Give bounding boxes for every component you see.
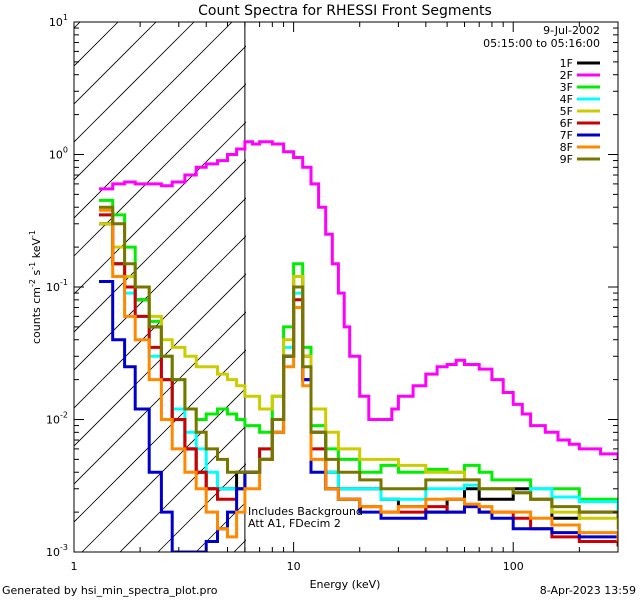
date-label: 9-Jul-2002 <box>543 24 600 37</box>
hatch-line <box>74 311 246 485</box>
hatch-line <box>81 387 246 552</box>
hatch-line <box>74 22 233 181</box>
y-axis-label-exp2: -1 <box>28 262 37 270</box>
series-group <box>99 140 618 552</box>
legend-label-8F: 8F <box>560 141 573 154</box>
y-tick-label: 101 <box>49 13 68 29</box>
time-range-label: 05:15:00 to 05:16:00 <box>483 37 600 50</box>
hatch-line <box>74 235 246 409</box>
x-tick-labels: 1 10 100 <box>71 560 524 573</box>
legend-label-4F: 4F <box>560 93 573 106</box>
x-tick-label: 100 <box>503 560 524 573</box>
hatch-line <box>74 22 195 143</box>
y-tick-label-exp: 0 <box>63 146 68 155</box>
x-tick-label: 10 <box>287 560 301 573</box>
legend-label-9F: 9F <box>560 153 573 166</box>
annotation-attenuator: Att A1, FDecim 2 <box>248 517 341 530</box>
y-tick-label-exp: -3 <box>60 543 68 552</box>
x-axis-label: Energy (keV) <box>310 578 381 591</box>
series-line-2F <box>99 140 618 460</box>
hatch-line <box>74 45 246 219</box>
y-tick-label-base: 10 <box>49 149 63 162</box>
hatch-line <box>386 0 640 552</box>
y-axis-label-exp1: -2 <box>28 279 37 287</box>
legend-label-2F: 2F <box>560 69 573 82</box>
axis-ticks <box>73 21 619 553</box>
hatch-line <box>74 22 81 29</box>
y-axis-label-mid: s <box>30 269 43 278</box>
y-tick-label: 10-2 <box>46 411 68 427</box>
legend-label-1F: 1F <box>560 57 573 70</box>
y-tick-label-exp: -1 <box>60 278 68 287</box>
legend-label-3F: 3F <box>560 81 573 94</box>
y-tick-label-base: 10 <box>46 414 60 427</box>
hatched-region <box>0 0 640 552</box>
hatch-line <box>348 0 640 552</box>
series-line-8F <box>99 208 618 542</box>
y-tick-label-base: 10 <box>49 16 63 29</box>
hatch-line <box>74 197 246 371</box>
footer-generated-by: Generated by hsi_min_spectra_plot.pro <box>2 584 218 597</box>
hatch-line <box>74 22 157 105</box>
chart-title: Count Spectra for RHESSI Front Segments <box>198 3 492 19</box>
annotation-background: Includes Background <box>248 505 363 518</box>
legend-label-6F: 6F <box>560 117 573 130</box>
hatch-line <box>74 349 246 523</box>
y-tick-label-base: 10 <box>46 546 60 559</box>
y-axis-label: counts cm-2 s-1 keV-1 <box>28 230 43 344</box>
hatch-line <box>195 501 246 552</box>
y-tick-label-exp: -2 <box>60 411 68 420</box>
y-tick-label: 100 <box>49 146 68 162</box>
footer-timestamp: 8-Apr-2023 13:59 <box>540 584 636 597</box>
y-tick-label-exp: 1 <box>63 13 68 22</box>
y-axis-label-exp3: -1 <box>28 230 37 238</box>
y-tick-label: 10-3 <box>46 543 68 559</box>
hatch-line <box>74 273 246 447</box>
hatch-line <box>119 425 246 552</box>
hatch-line <box>74 121 246 295</box>
hatch-line <box>424 0 640 552</box>
series-line-9F <box>99 205 618 519</box>
y-axis-label-base: counts cm <box>30 287 43 344</box>
hatch-line <box>462 0 640 552</box>
y-axis-label-tail: keV <box>30 238 43 262</box>
y-tick-label-base: 10 <box>46 281 60 294</box>
hatch-line <box>0 0 34 552</box>
hatch-line <box>74 83 246 257</box>
y-tick-label: 10-1 <box>46 278 68 294</box>
legend-label-7F: 7F <box>560 129 573 142</box>
legend-label-5F: 5F <box>560 105 573 118</box>
x-tick-label: 1 <box>71 560 78 573</box>
